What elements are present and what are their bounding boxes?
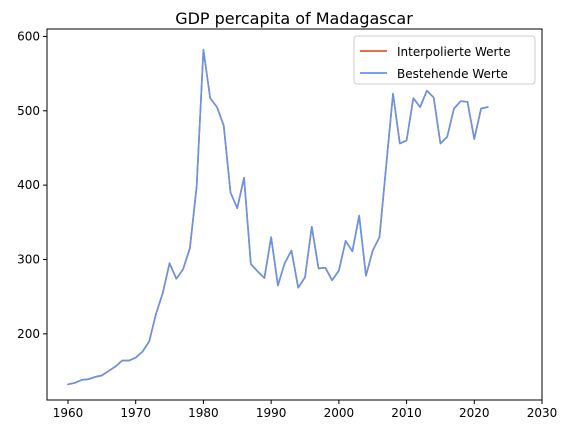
y-tick-label: 300 [17,252,40,266]
chart-title: GDP percapita of Madagascar [175,9,413,28]
y-tick-label: 600 [17,29,40,43]
plot-area [67,49,489,386]
series-line-interpolated [67,49,489,386]
y-axis: 200 300 400 500 600 [17,29,47,341]
legend-label: Interpolierte Werte [397,45,511,59]
legend-label: Bestehende Werte [397,67,508,81]
x-tick-label: 2000 [324,406,355,420]
legend: Interpolierte Werte Bestehende Werte [353,35,536,85]
axes-frame [46,28,543,401]
y-tick-label: 400 [17,178,40,192]
x-tick-label: 2020 [459,406,490,420]
x-tick-label: 2030 [527,406,558,420]
series-line-existing [67,49,489,386]
y-tick-label: 200 [17,327,40,341]
x-axis: 1960 1970 1980 1990 2000 2010 2020 2030 [53,400,558,420]
x-tick-label: 2010 [391,406,422,420]
x-tick-label: 1990 [256,406,287,420]
x-tick-label: 1960 [53,406,84,420]
x-tick-label: 1970 [120,406,151,420]
x-tick-label: 1980 [188,406,219,420]
y-tick-label: 500 [17,104,40,118]
legend-box [353,35,536,85]
